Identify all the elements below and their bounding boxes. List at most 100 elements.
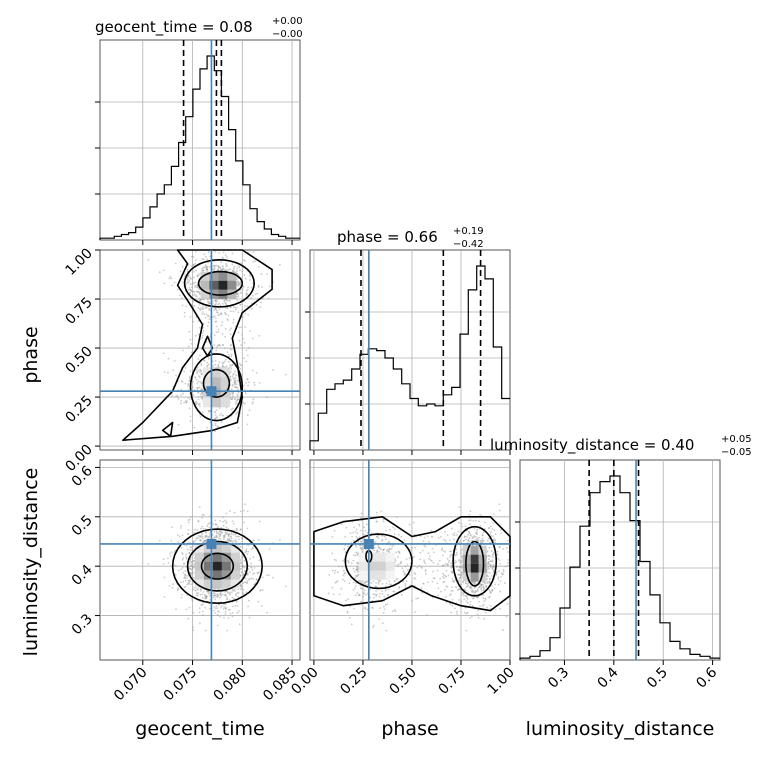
scatter-point (468, 519, 470, 522)
scatter-point (500, 532, 502, 535)
scatter-point (237, 427, 240, 429)
histogram-geocent_time (99, 55, 300, 240)
scatter-point (192, 290, 195, 293)
scatter-point (465, 594, 467, 597)
scatter-point (197, 369, 200, 372)
scatter-point (430, 530, 433, 532)
scatter-point (437, 587, 440, 590)
scatter-point (186, 277, 189, 279)
scatter-point (233, 511, 236, 514)
density-cell (194, 552, 204, 562)
scatter-point (484, 597, 487, 600)
scatter-point (230, 353, 233, 356)
scatter-point (378, 618, 380, 620)
scatter-point (218, 596, 221, 599)
scatter-point (469, 600, 472, 603)
scatter-point (223, 360, 226, 363)
scatter-point (490, 566, 492, 569)
scatter-point (477, 609, 479, 612)
scatter-point (357, 571, 359, 573)
scatter-point (382, 520, 385, 523)
scatter-point (492, 539, 495, 542)
scatter-point (457, 560, 460, 562)
ytick-label-phase: 1.00 (62, 246, 95, 279)
scatter-point (194, 334, 197, 337)
scatter-point (208, 357, 210, 360)
scatter-point (493, 529, 496, 532)
scatter-point (486, 550, 489, 552)
scatter-point (380, 548, 382, 551)
scatter-point (195, 403, 198, 406)
scatter-point (201, 311, 204, 313)
scatter-point (236, 267, 239, 270)
scatter-point (229, 540, 232, 543)
scatter-point (405, 558, 408, 561)
scatter-point (237, 398, 240, 401)
scatter-point (268, 574, 270, 577)
scatter-point (351, 535, 353, 538)
xtick-label-luminosity_distance: 0.5 (644, 665, 671, 692)
scatter-point (204, 306, 207, 309)
scatter-point (192, 626, 194, 629)
scatter-point (223, 605, 226, 608)
contour-mid-dist-phase-left (344, 533, 413, 590)
scatter-point (200, 527, 202, 530)
scatter-point (354, 584, 357, 587)
scatter-point (189, 375, 191, 378)
scatter-point (202, 601, 205, 604)
scatter-point (393, 533, 396, 536)
scatter-point (491, 588, 494, 591)
scatter-point (243, 384, 245, 387)
scatter-point (188, 579, 191, 582)
scatter-point (201, 532, 204, 535)
scatter-point (201, 313, 204, 315)
scatter-point (189, 370, 192, 372)
scatter-point (212, 523, 214, 526)
scatter-point (375, 585, 378, 588)
scatter-point (224, 335, 227, 338)
ylabel-luminosity-distance: luminosity_distance (20, 468, 42, 657)
scatter-point (467, 534, 469, 536)
scatter-point (373, 624, 375, 627)
scatter-point (230, 535, 232, 538)
scatter-point (460, 600, 463, 603)
density-cell (385, 561, 395, 571)
scatter-point (223, 347, 226, 349)
scatter-point (197, 592, 200, 594)
scatter-point (441, 547, 444, 549)
scatter-point (201, 596, 204, 599)
scatter-point (170, 551, 173, 554)
scatter-point (236, 281, 239, 284)
scatter-point (220, 269, 223, 271)
scatter-point (231, 541, 234, 544)
scatter-point (201, 337, 203, 339)
scatter-point (481, 537, 484, 540)
scatter-point (192, 540, 195, 543)
density-cell (462, 572, 471, 582)
scatter-point (446, 557, 449, 560)
scatter-point (442, 574, 445, 576)
scatter-point (254, 293, 257, 296)
scatter-point (188, 606, 191, 609)
scatter-point (209, 598, 211, 601)
scatter-point (227, 319, 229, 322)
scatter-point (455, 551, 458, 554)
scatter-point (169, 275, 172, 278)
scatter-point (230, 537, 233, 540)
scatter-point (226, 414, 229, 417)
scatter-point (236, 299, 239, 302)
scatter-point (241, 334, 243, 336)
scatter-point (426, 535, 429, 538)
scatter-point (385, 529, 387, 532)
scatter-point (195, 378, 198, 381)
scatter-point (364, 529, 367, 532)
scatter-point (193, 271, 196, 273)
scatter-point (345, 599, 347, 602)
scatter-point (472, 597, 474, 600)
scatter-point (449, 556, 452, 558)
density-cell (385, 570, 395, 580)
scatter-point (248, 275, 251, 278)
scatter-point (199, 376, 201, 379)
scatter-point (194, 286, 197, 288)
scatter-point (333, 529, 336, 532)
